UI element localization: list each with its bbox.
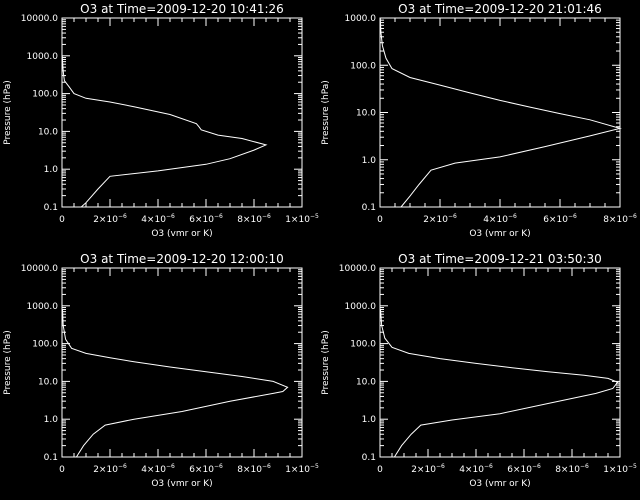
x-tick-label: 1×10−5 xyxy=(285,463,319,475)
x-tick-label: 4×10−6 xyxy=(141,213,175,225)
x-axis-label: O3 (vmr or K) xyxy=(151,479,212,489)
chart-panel-4: O3 at Time=2009-12-21 03:50:30 0 2×10−6 4×1… xyxy=(321,252,637,489)
x-tick-label: 8×10−6 xyxy=(237,213,271,225)
x-axis-label: O3 (vmr or K) xyxy=(469,229,530,239)
y-tick-label: 100.0 xyxy=(32,340,58,350)
chart-title: O3 at Time=2009-12-20 21:01:46 xyxy=(398,2,602,16)
y-tick-label: 0.1 xyxy=(44,203,58,213)
x-tick-label: 2×10−6 xyxy=(423,213,457,225)
o3-profile-line xyxy=(380,309,619,458)
chart-panel-1: O3 at Time=2009-12-20 10:41:26 0 2×10−6 4×1… xyxy=(3,2,319,239)
plot-frame xyxy=(379,267,621,458)
y-tick-label: 10000.0 xyxy=(21,14,58,24)
x-tick-label: 2×10−6 xyxy=(93,213,127,225)
chart-panel-2: O3 at Time=2009-12-20 21:01:46 0 2×10−6 4×1… xyxy=(321,2,637,239)
x-tick-label: 8×10−6 xyxy=(237,463,271,475)
x-tick-label: 1×10−5 xyxy=(285,213,319,225)
x-tick-label: 2×10−6 xyxy=(93,463,127,475)
y-tick-label: 1000.0 xyxy=(27,52,59,62)
x-tick-label: 0 xyxy=(377,215,383,225)
x-tick-label: 8×10−6 xyxy=(603,213,637,225)
y-tick-label: 1000.0 xyxy=(345,302,377,312)
y-tick-label: 10.0 xyxy=(356,109,376,119)
y-tick-label: 0.1 xyxy=(362,203,376,213)
y-tick-label: 10.0 xyxy=(38,127,58,137)
y-tick-label: 0.1 xyxy=(44,453,58,463)
y-tick-label: 1.0 xyxy=(44,165,59,175)
y-tick-label: 1.0 xyxy=(44,415,59,425)
x-tick-label: 1×10−5 xyxy=(603,463,637,475)
y-axis-label: Pressure (hPa) xyxy=(3,330,13,395)
y-tick-label: 100.0 xyxy=(350,340,376,350)
y-tick-label: 1000.0 xyxy=(345,14,377,24)
x-tick-label: 2×10−6 xyxy=(411,463,445,475)
y-tick-label: 10.0 xyxy=(38,377,58,387)
y-axis-label: Pressure (hPa) xyxy=(321,330,331,395)
y-tick-label: 100.0 xyxy=(32,90,58,100)
x-tick-label: 0 xyxy=(59,215,65,225)
x-tick-label: 4×10−6 xyxy=(459,463,493,475)
chart-title: O3 at Time=2009-12-20 12:00:10 xyxy=(80,252,284,266)
y-tick-label: 10000.0 xyxy=(21,264,58,274)
chart-title: O3 at Time=2009-12-21 03:50:30 xyxy=(398,252,602,266)
plot-frame xyxy=(61,267,303,458)
y-tick-label: 10.0 xyxy=(356,377,376,387)
chart-panel-3: O3 at Time=2009-12-20 12:00:10 0 2×10−6 4×1… xyxy=(3,252,319,489)
x-tick-label: 6×10−6 xyxy=(189,463,223,475)
x-tick-label: 0 xyxy=(59,465,65,475)
y-tick-label: 10000.0 xyxy=(339,264,376,274)
o3-profile-line xyxy=(62,309,289,458)
x-tick-label: 0 xyxy=(377,465,383,475)
x-tick-label: 6×10−6 xyxy=(507,463,541,475)
x-tick-label: 4×10−6 xyxy=(483,213,517,225)
y-tick-label: 0.1 xyxy=(362,453,376,463)
x-tick-label: 6×10−6 xyxy=(189,213,223,225)
y-tick-label: 100.0 xyxy=(350,61,376,71)
o3-profile-line xyxy=(379,17,622,208)
x-tick-label: 4×10−6 xyxy=(141,463,175,475)
x-axis-label: O3 (vmr or K) xyxy=(151,229,212,239)
y-tick-label: 1000.0 xyxy=(27,302,59,312)
plot-frame xyxy=(379,17,621,208)
x-axis-label: O3 (vmr or K) xyxy=(469,479,530,489)
o3-profile-line xyxy=(61,55,268,208)
y-tick-label: 1.0 xyxy=(362,415,377,425)
y-tick-label: 1.0 xyxy=(362,156,377,166)
y-axis-label: Pressure (hPa) xyxy=(3,80,13,145)
y-axis-label: Pressure (hPa) xyxy=(321,80,331,145)
chart-title: O3 at Time=2009-12-20 10:41:26 xyxy=(80,2,284,16)
x-tick-label: 8×10−6 xyxy=(555,463,589,475)
x-tick-label: 6×10−6 xyxy=(543,213,577,225)
plot-frame xyxy=(61,17,303,208)
